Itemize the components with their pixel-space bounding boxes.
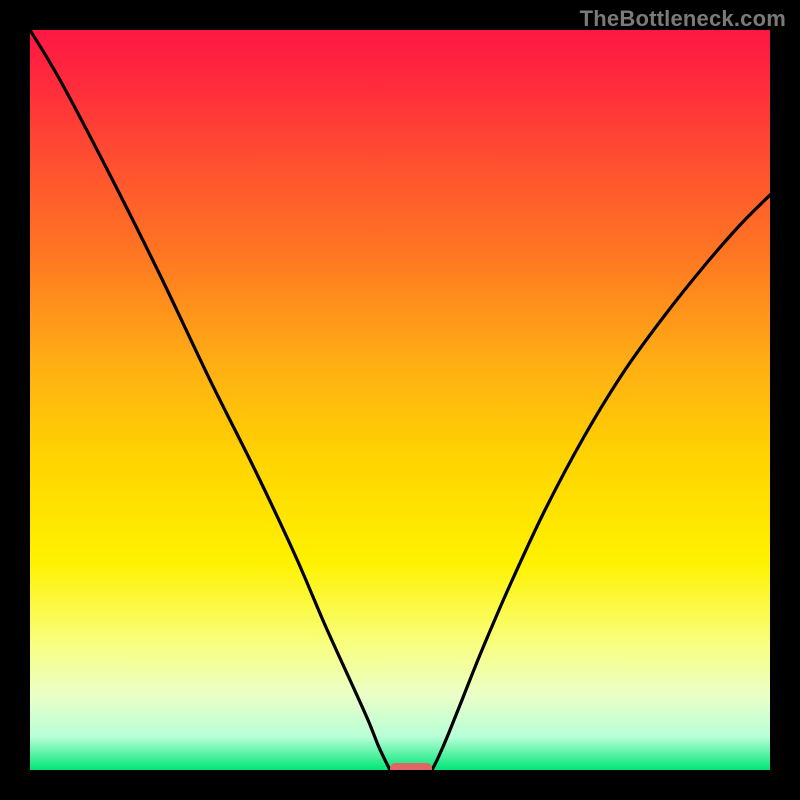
watermark-text: TheBottleneck.com bbox=[580, 6, 786, 32]
chart-background bbox=[30, 30, 770, 770]
bottleneck-chart: TheBottleneck.com bbox=[0, 0, 800, 800]
chart-svg bbox=[0, 0, 800, 800]
